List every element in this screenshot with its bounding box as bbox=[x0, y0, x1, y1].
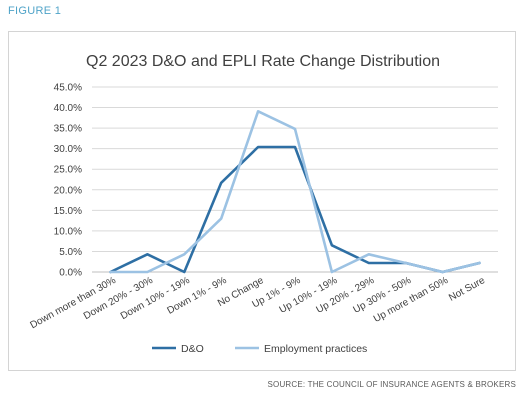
chart-frame bbox=[8, 31, 516, 371]
chart-title: Q2 2023 D&O and EPLI Rate Change Distrib… bbox=[86, 53, 440, 70]
legend-label: Employment practices bbox=[264, 343, 367, 355]
y-tick-label: 45.0% bbox=[54, 83, 82, 94]
y-tick-label: 35.0% bbox=[54, 124, 82, 135]
series-line-employment-practices bbox=[109, 110, 481, 274]
figure-label: FIGURE 1 bbox=[8, 5, 62, 17]
series-line-d-and-o bbox=[109, 145, 481, 274]
y-tick-label: 25.0% bbox=[54, 165, 82, 176]
y-tick-label: 20.0% bbox=[54, 185, 82, 196]
y-tick-label: 30.0% bbox=[54, 144, 82, 155]
y-tick-label: 0.0% bbox=[59, 268, 82, 279]
x-tick-label: Not Sure bbox=[447, 275, 487, 304]
legend-label: D&O bbox=[181, 343, 204, 355]
y-tick-label: 40.0% bbox=[54, 103, 82, 114]
y-tick-label: 5.0% bbox=[59, 247, 82, 258]
y-tick-label: 15.0% bbox=[54, 206, 82, 217]
y-tick-label: 10.0% bbox=[54, 226, 82, 237]
source-note: SOURCE: THE COUNCIL OF INSURANCE AGENTS … bbox=[267, 380, 516, 389]
